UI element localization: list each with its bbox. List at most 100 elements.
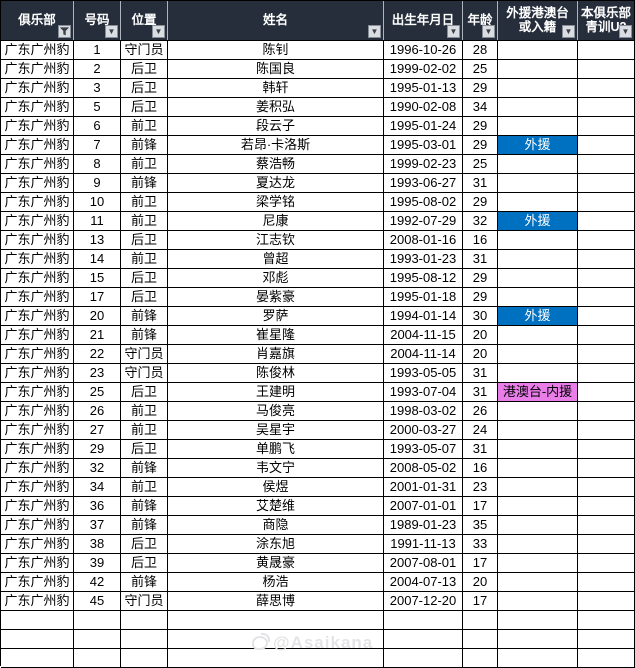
cell-foreign-status[interactable] (498, 516, 578, 535)
cell-name[interactable]: 涂东旭 (168, 535, 384, 554)
cell-club[interactable] (1, 611, 74, 630)
filter-dropdown-icon[interactable]: ▼ (447, 25, 460, 38)
cell-number[interactable]: 29 (74, 440, 121, 459)
cell-name[interactable]: 罗萨 (168, 307, 384, 326)
cell-age[interactable]: 25 (463, 155, 498, 174)
cell-dob[interactable]: 2007-01-01 (384, 497, 463, 516)
cell-dob[interactable]: 2007-12-20 (384, 592, 463, 611)
filter-dropdown-icon[interactable]: ▼ (368, 25, 381, 38)
cell-club[interactable]: 广东广州豹 (1, 288, 74, 307)
cell-number[interactable]: 8 (74, 155, 121, 174)
cell-position[interactable]: 后卫 (121, 79, 168, 98)
cell-club[interactable]: 广东广州豹 (1, 345, 74, 364)
cell-dob[interactable]: 1995-01-13 (384, 79, 463, 98)
filter-dropdown-icon[interactable]: ▼ (105, 25, 118, 38)
cell-position[interactable]: 前卫 (121, 155, 168, 174)
cell-name[interactable]: 黄晟豪 (168, 554, 384, 573)
cell-foreign-status[interactable] (498, 250, 578, 269)
cell-youth[interactable] (578, 497, 635, 516)
cell-number[interactable]: 25 (74, 383, 121, 402)
cell-foreign-status[interactable] (498, 611, 578, 630)
cell-foreign-status[interactable] (498, 326, 578, 345)
cell-club[interactable]: 广东广州豹 (1, 60, 74, 79)
cell-number[interactable]: 2 (74, 60, 121, 79)
cell-name[interactable]: 商隐 (168, 516, 384, 535)
cell-dob[interactable]: 1993-01-23 (384, 250, 463, 269)
cell-position[interactable] (121, 630, 168, 649)
cell-foreign-status[interactable] (498, 193, 578, 212)
filter-funnel-icon[interactable] (58, 25, 71, 38)
cell-name[interactable]: 邓彪 (168, 269, 384, 288)
cell-name[interactable]: 陈俊林 (168, 364, 384, 383)
cell-youth[interactable] (578, 516, 635, 535)
cell-youth[interactable] (578, 326, 635, 345)
cell-foreign-status[interactable]: 港澳台-内援 (498, 383, 578, 402)
cell-age[interactable]: 31 (463, 174, 498, 193)
cell-dob[interactable]: 1991-11-13 (384, 535, 463, 554)
cell-dob[interactable]: 1995-01-24 (384, 117, 463, 136)
cell-name[interactable]: 夏达龙 (168, 174, 384, 193)
cell-number[interactable] (74, 649, 121, 668)
cell-foreign-status[interactable]: 外援 (498, 136, 578, 155)
cell-number[interactable] (74, 630, 121, 649)
cell-dob[interactable]: 1995-03-01 (384, 136, 463, 155)
cell-age[interactable]: 35 (463, 516, 498, 535)
cell-dob[interactable]: 2004-11-15 (384, 326, 463, 345)
cell-position[interactable]: 前卫 (121, 402, 168, 421)
cell-club[interactable]: 广东广州豹 (1, 155, 74, 174)
cell-age[interactable]: 34 (463, 98, 498, 117)
cell-age[interactable] (463, 649, 498, 668)
cell-club[interactable]: 广东广州豹 (1, 459, 74, 478)
cell-club[interactable]: 广东广州豹 (1, 79, 74, 98)
cell-youth[interactable] (578, 345, 635, 364)
cell-youth[interactable] (578, 136, 635, 155)
cell-position[interactable]: 前卫 (121, 421, 168, 440)
cell-dob[interactable]: 1993-07-04 (384, 383, 463, 402)
cell-name[interactable]: 晏紫豪 (168, 288, 384, 307)
cell-dob[interactable]: 1989-01-23 (384, 516, 463, 535)
cell-position[interactable]: 前锋 (121, 516, 168, 535)
cell-dob[interactable]: 1992-07-29 (384, 212, 463, 231)
cell-position[interactable]: 前锋 (121, 307, 168, 326)
cell-club[interactable]: 广东广州豹 (1, 573, 74, 592)
cell-youth[interactable] (578, 155, 635, 174)
cell-dob[interactable] (384, 611, 463, 630)
cell-club[interactable]: 广东广州豹 (1, 41, 74, 60)
cell-club[interactable]: 广东广州豹 (1, 174, 74, 193)
cell-number[interactable]: 34 (74, 478, 121, 497)
cell-position[interactable]: 守门员 (121, 592, 168, 611)
cell-age[interactable]: 17 (463, 554, 498, 573)
cell-youth[interactable] (578, 174, 635, 193)
cell-position[interactable]: 守门员 (121, 364, 168, 383)
cell-name[interactable]: 侯煜 (168, 478, 384, 497)
cell-club[interactable]: 广东广州豹 (1, 402, 74, 421)
cell-club[interactable]: 广东广州豹 (1, 592, 74, 611)
cell-dob[interactable] (384, 630, 463, 649)
cell-number[interactable]: 13 (74, 231, 121, 250)
cell-number[interactable]: 3 (74, 79, 121, 98)
cell-position[interactable]: 后卫 (121, 535, 168, 554)
cell-foreign-status[interactable] (498, 288, 578, 307)
cell-dob[interactable]: 1994-01-14 (384, 307, 463, 326)
cell-foreign-status[interactable] (498, 345, 578, 364)
cell-foreign-status[interactable] (498, 592, 578, 611)
cell-position[interactable]: 前锋 (121, 174, 168, 193)
cell-dob[interactable]: 1990-02-08 (384, 98, 463, 117)
cell-number[interactable]: 14 (74, 250, 121, 269)
cell-age[interactable]: 17 (463, 592, 498, 611)
cell-name[interactable]: 梁学铭 (168, 193, 384, 212)
cell-number[interactable]: 38 (74, 535, 121, 554)
cell-youth[interactable] (578, 592, 635, 611)
cell-name[interactable]: 肖嘉旗 (168, 345, 384, 364)
cell-number[interactable]: 15 (74, 269, 121, 288)
cell-name[interactable] (168, 630, 384, 649)
cell-position[interactable]: 前锋 (121, 573, 168, 592)
cell-youth[interactable] (578, 554, 635, 573)
cell-age[interactable]: 20 (463, 573, 498, 592)
cell-dob[interactable]: 1995-08-02 (384, 193, 463, 212)
cell-number[interactable]: 42 (74, 573, 121, 592)
cell-number[interactable]: 20 (74, 307, 121, 326)
cell-dob[interactable]: 1996-10-26 (384, 41, 463, 60)
cell-youth[interactable] (578, 421, 635, 440)
cell-dob[interactable] (384, 649, 463, 668)
